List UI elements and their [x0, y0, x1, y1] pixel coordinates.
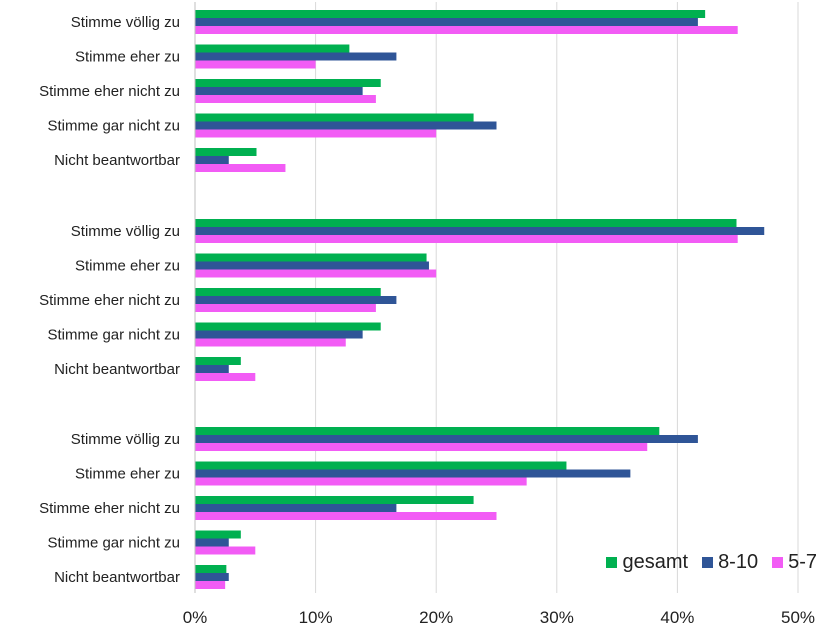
category-label: Stimme gar nicht zu [47, 118, 180, 135]
category-label: Stimme eher zu [75, 258, 180, 275]
bar-gesamt [195, 357, 241, 365]
bar-8-10 [195, 121, 497, 130]
x-tick-label: 20% [419, 608, 453, 627]
bar-5-7 [195, 164, 286, 172]
legend-swatch-5-7 [772, 557, 784, 568]
bar-8-10 [195, 435, 698, 443]
legend-label-gesamt: gesamt [622, 551, 689, 573]
x-tick-label: 50% [781, 608, 815, 627]
category-label: Stimme eher nicht zu [39, 292, 180, 309]
bar-5-7 [195, 338, 346, 347]
bar-5-7 [195, 129, 437, 138]
bar-5-7 [195, 304, 376, 312]
bar-gesamt [195, 496, 474, 504]
x-tick-label: 0% [183, 608, 208, 627]
bar-gesamt [195, 530, 241, 539]
legend: gesamt 8-10 5-7 [606, 551, 817, 574]
category-label: Stimme eher zu [75, 49, 180, 66]
bar-gesamt [195, 79, 381, 87]
bar-5-7 [195, 60, 316, 69]
category-label: Stimme gar nicht zu [47, 535, 180, 552]
legend-item-5-7: 5-7 [772, 551, 817, 574]
bar-8-10 [195, 504, 397, 512]
bar-8-10 [195, 296, 397, 304]
bar-5-7 [195, 373, 256, 381]
bar-5-7 [195, 269, 437, 278]
bar-gesamt [195, 44, 350, 53]
bar-8-10 [195, 52, 397, 61]
bar-5-7 [195, 95, 376, 103]
bar-5-7 [195, 26, 738, 34]
category-label: Nicht beantwortbar [54, 361, 180, 378]
bar-5-7 [195, 443, 648, 451]
bar-8-10 [195, 18, 698, 26]
bar-8-10 [195, 261, 429, 270]
category-label: Nicht beantwortbar [54, 569, 180, 586]
category-label: Stimme völlig zu [71, 14, 180, 31]
bar-gesamt [195, 322, 381, 331]
category-label: Stimme eher zu [75, 466, 180, 483]
legend-item-gesamt: gesamt [606, 551, 688, 574]
bar-gesamt [195, 10, 706, 18]
x-tick-label: 10% [299, 608, 333, 627]
bar-gesamt [195, 253, 427, 262]
legend-swatch-gesamt [606, 557, 618, 568]
bar-5-7 [195, 546, 256, 555]
x-tick-label: 40% [660, 608, 694, 627]
category-label: Stimme eher nicht zu [39, 83, 180, 100]
x-tick-label: 30% [540, 608, 574, 627]
category-label: Stimme gar nicht zu [47, 327, 180, 344]
bar-8-10 [195, 156, 229, 164]
bar-8-10 [195, 227, 765, 235]
bar-gesamt [195, 148, 257, 156]
category-label: Stimme eher nicht zu [39, 500, 180, 517]
bar-5-7 [195, 581, 226, 589]
bar-5-7 [195, 512, 497, 520]
legend-swatch-8-10 [702, 557, 714, 568]
bar-gesamt [195, 461, 567, 470]
category-label: Stimme völlig zu [71, 223, 180, 240]
bar-5-7 [195, 235, 738, 243]
bar-8-10 [195, 469, 631, 478]
legend-label-8-10: 8-10 [718, 551, 759, 573]
bar-8-10 [195, 538, 229, 547]
bar-gesamt [195, 427, 660, 435]
category-label: Nicht beantwortbar [54, 152, 180, 169]
bar-gesamt [195, 288, 381, 296]
bar-gesamt [195, 565, 227, 573]
bar-8-10 [195, 87, 363, 95]
bar-8-10 [195, 330, 363, 339]
bar-gesamt [195, 113, 474, 122]
legend-label-5-7: 5-7 [788, 551, 817, 573]
category-label: Stimme völlig zu [71, 431, 180, 448]
legend-item-8-10: 8-10 [702, 551, 758, 574]
bar-8-10 [195, 573, 229, 581]
bar-5-7 [195, 477, 527, 486]
bar-8-10 [195, 365, 229, 373]
bar-gesamt [195, 219, 737, 227]
